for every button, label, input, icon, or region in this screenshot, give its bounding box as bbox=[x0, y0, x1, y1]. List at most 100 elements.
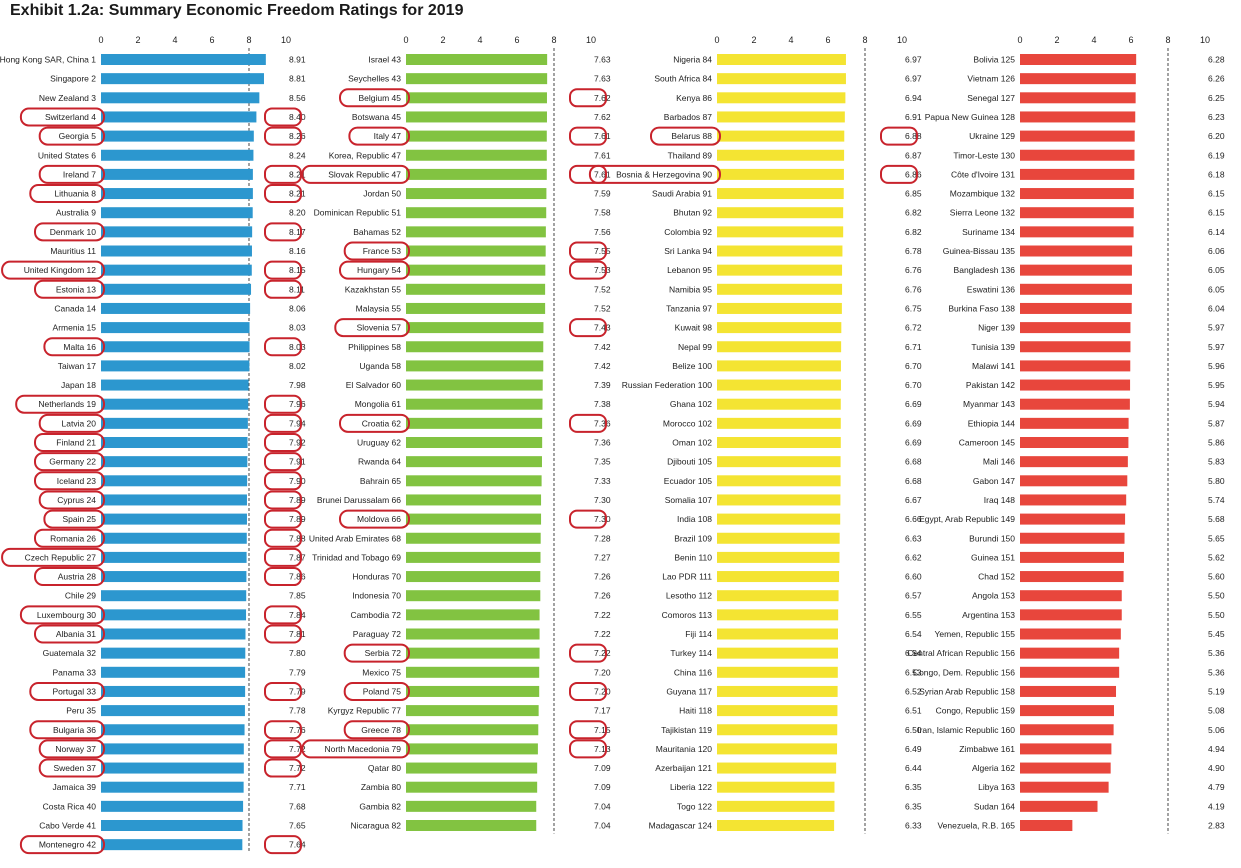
bar bbox=[1020, 168, 1135, 180]
value-label: 6.20 bbox=[1208, 131, 1225, 141]
highlight-outline-value bbox=[569, 413, 607, 433]
highlight-outline bbox=[588, 164, 722, 184]
highlight-outline bbox=[29, 681, 105, 701]
bar bbox=[717, 781, 835, 793]
country-label: Singapore 2 bbox=[50, 74, 96, 84]
country-label: Netherlands 19 bbox=[38, 399, 96, 409]
bar bbox=[1020, 513, 1126, 525]
value-label: 7.38 bbox=[594, 399, 611, 409]
value-label: 6.54 bbox=[905, 648, 922, 658]
highlight-outline-value bbox=[264, 184, 302, 204]
value-label: 5.86 bbox=[1208, 438, 1225, 448]
bar bbox=[406, 92, 547, 104]
country-label: Cyprus 24 bbox=[57, 495, 96, 505]
x-tick-label: 4 bbox=[788, 35, 793, 45]
bar bbox=[101, 609, 247, 621]
bar bbox=[406, 532, 541, 544]
country-label: Australia 9 bbox=[56, 208, 96, 218]
x-tick-label: 10 bbox=[586, 35, 596, 45]
value-label: 6.62 bbox=[905, 552, 922, 562]
value-label: 7.28 bbox=[594, 533, 611, 543]
bar bbox=[406, 417, 543, 429]
value-label: 7.72 bbox=[289, 763, 306, 773]
x-tick-label: 0 bbox=[1017, 35, 1022, 45]
country-label: Portugal 33 bbox=[53, 686, 97, 696]
highlight-outline bbox=[301, 164, 410, 184]
country-label: Argentina 153 bbox=[962, 610, 1015, 620]
bar bbox=[406, 341, 544, 353]
country-label: Romania 26 bbox=[50, 533, 96, 543]
country-label: Ireland 7 bbox=[63, 169, 96, 179]
highlight-outline-value bbox=[264, 394, 302, 414]
value-label: 6.82 bbox=[905, 208, 922, 218]
value-label: 6.69 bbox=[905, 399, 922, 409]
bar bbox=[101, 92, 260, 104]
value-label: 4.19 bbox=[1208, 801, 1225, 811]
bar bbox=[406, 130, 547, 142]
bar bbox=[717, 647, 838, 659]
bar bbox=[101, 130, 254, 142]
highlight-outline-value bbox=[264, 720, 302, 740]
country-label: Kuwait 98 bbox=[675, 323, 713, 333]
country-label: Bulgaria 36 bbox=[53, 725, 96, 735]
x-tick-label: 0 bbox=[98, 35, 103, 45]
value-label: 7.89 bbox=[289, 514, 306, 524]
highlight-outline bbox=[339, 88, 410, 108]
value-label: 7.53 bbox=[594, 265, 611, 275]
value-label: 6.66 bbox=[905, 514, 922, 524]
bar bbox=[101, 839, 243, 851]
country-label: Eswatini 136 bbox=[967, 284, 1015, 294]
value-label: 6.25 bbox=[1208, 93, 1225, 103]
value-label: 6.60 bbox=[905, 572, 922, 582]
x-tick-label: 4 bbox=[1091, 35, 1096, 45]
bar bbox=[101, 532, 247, 544]
value-label: 6.44 bbox=[905, 763, 922, 773]
country-label: France 53 bbox=[363, 246, 402, 256]
country-label: Albania 31 bbox=[56, 629, 96, 639]
bar bbox=[717, 609, 839, 621]
value-label: 8.26 bbox=[289, 131, 306, 141]
value-label: 5.65 bbox=[1208, 533, 1225, 543]
value-label: 5.96 bbox=[1208, 361, 1225, 371]
country-label: Chad 152 bbox=[978, 572, 1015, 582]
bar bbox=[1020, 379, 1131, 391]
country-label: Brunei Darussalam 66 bbox=[317, 495, 401, 505]
value-label: 5.50 bbox=[1208, 610, 1225, 620]
highlight-outline-value bbox=[569, 720, 607, 740]
bar bbox=[406, 188, 547, 200]
highlight-outline-value bbox=[264, 758, 302, 778]
bar bbox=[717, 264, 843, 276]
bar bbox=[1020, 705, 1114, 717]
country-label: Canada 14 bbox=[54, 303, 96, 313]
value-label: 4.94 bbox=[1208, 744, 1225, 754]
bar bbox=[717, 379, 841, 391]
country-label: Papua New Guinea 128 bbox=[925, 112, 1016, 122]
country-label: Madagascar 124 bbox=[649, 821, 713, 831]
value-label: 5.36 bbox=[1208, 648, 1225, 658]
value-label: 6.05 bbox=[1208, 265, 1225, 275]
country-label: Tunisia 139 bbox=[971, 342, 1015, 352]
x-tick-label: 2 bbox=[1054, 35, 1059, 45]
value-label: 7.65 bbox=[289, 821, 306, 831]
country-label: Malawi 141 bbox=[972, 361, 1015, 371]
highlight-outline bbox=[29, 184, 105, 204]
value-label: 7.78 bbox=[289, 706, 306, 716]
highlight-outline bbox=[15, 394, 106, 414]
bar bbox=[406, 360, 544, 372]
bar bbox=[717, 207, 844, 219]
country-label: Italy 47 bbox=[374, 131, 402, 141]
value-label: 6.28 bbox=[1208, 55, 1225, 65]
bar bbox=[717, 302, 842, 314]
value-label: 7.52 bbox=[594, 303, 611, 313]
country-label: Syrian Arab Republic 158 bbox=[919, 686, 1015, 696]
country-label: Philippines 58 bbox=[348, 342, 401, 352]
value-label: 6.35 bbox=[905, 782, 922, 792]
country-label: Mozambique 132 bbox=[950, 189, 1015, 199]
bar bbox=[1020, 475, 1128, 487]
country-label: Jordan 50 bbox=[363, 189, 401, 199]
value-label: 6.71 bbox=[905, 342, 922, 352]
bar bbox=[1020, 666, 1120, 678]
country-label: Guyana 117 bbox=[666, 686, 712, 696]
highlight-outline bbox=[38, 164, 106, 184]
